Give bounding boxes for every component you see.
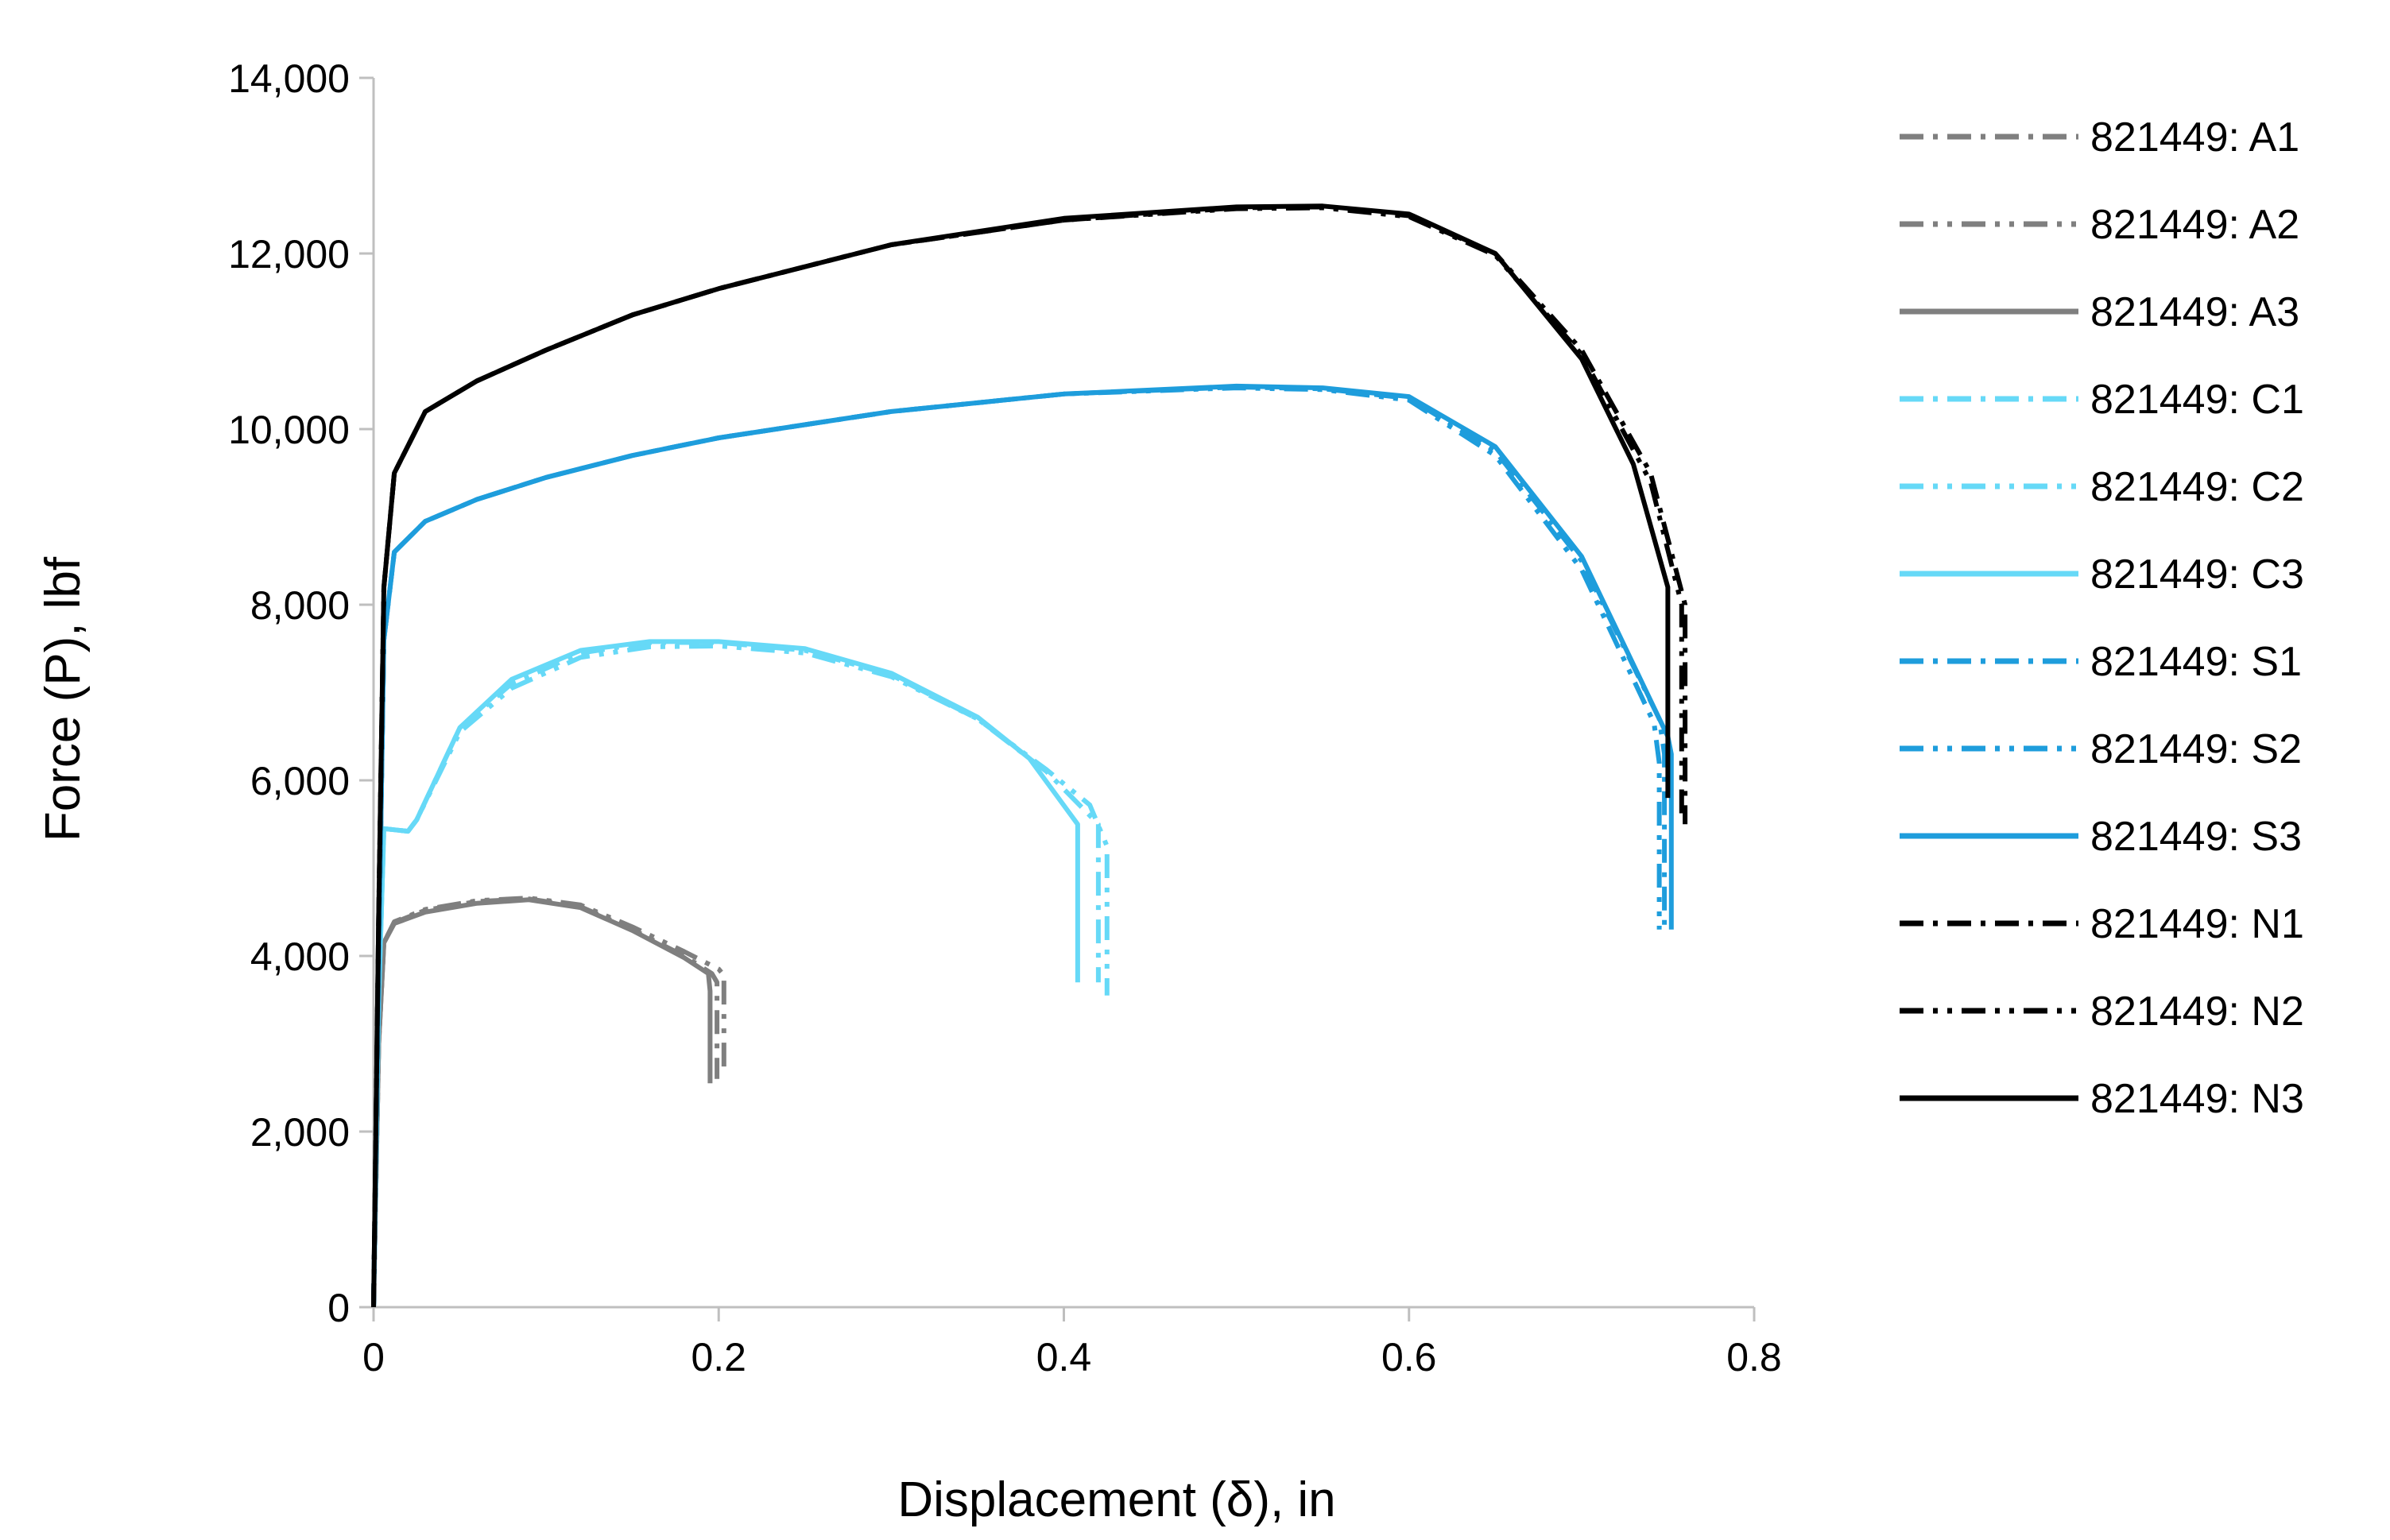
legend-label: 821449: N1: [2090, 901, 2304, 947]
series-line: [371, 897, 713, 1308]
series-line: [371, 203, 1671, 1308]
legend-label: 821449: S3: [2090, 814, 2302, 860]
legend-label: 821449: N3: [2090, 1076, 2304, 1122]
legend-label: 821449: N2: [2090, 989, 2304, 1035]
series-line: [371, 383, 1674, 1308]
x-tick-label: 0: [362, 1335, 385, 1379]
y-tick-label: 4,000: [250, 934, 350, 979]
legend-label: 821449: A3: [2090, 289, 2299, 335]
axes: 0 2,000 4,000 6,000 8,000 10,000 12,000 14,000 0…: [228, 56, 1782, 1379]
series-line: [371, 639, 1080, 1308]
legend-label: 821449: C2: [2090, 464, 2304, 510]
series-line: [371, 643, 1110, 1308]
y-tick-label: 2,000: [250, 1110, 350, 1155]
y-tick-label: 12,000: [228, 232, 350, 277]
legend-label: 821449: A2: [2090, 202, 2299, 248]
plot-area: [371, 203, 1688, 1308]
y-tick-label: 0: [327, 1286, 350, 1330]
x-tick-label: 0.6: [1381, 1335, 1437, 1379]
legend-label: 821449: A1: [2090, 114, 2299, 161]
series-line: [371, 896, 726, 1308]
legend-label: 821449: S2: [2090, 726, 2302, 772]
x-tick-label: 0.2: [691, 1335, 746, 1379]
legend-label: 821449: S1: [2090, 639, 2302, 685]
legend-label: 821449: C1: [2090, 377, 2304, 423]
y-axis-title: Force (P), lbf: [36, 556, 91, 842]
legend: 821449: A1 821449: A2 821449: A3 821449: C1…: [1900, 114, 2304, 1122]
legend-label: 821449: C3: [2090, 551, 2304, 598]
y-tick-label: 10,000: [228, 408, 350, 452]
y-tick-label: 6,000: [250, 759, 350, 803]
x-tick-label: 0.4: [1036, 1335, 1092, 1379]
y-tick-label: 8,000: [250, 583, 350, 628]
x-tick-label: 0.8: [1726, 1335, 1782, 1379]
x-axis-title: Displacement (δ), in: [897, 1472, 1335, 1527]
y-tick-label: 14,000: [228, 56, 350, 101]
